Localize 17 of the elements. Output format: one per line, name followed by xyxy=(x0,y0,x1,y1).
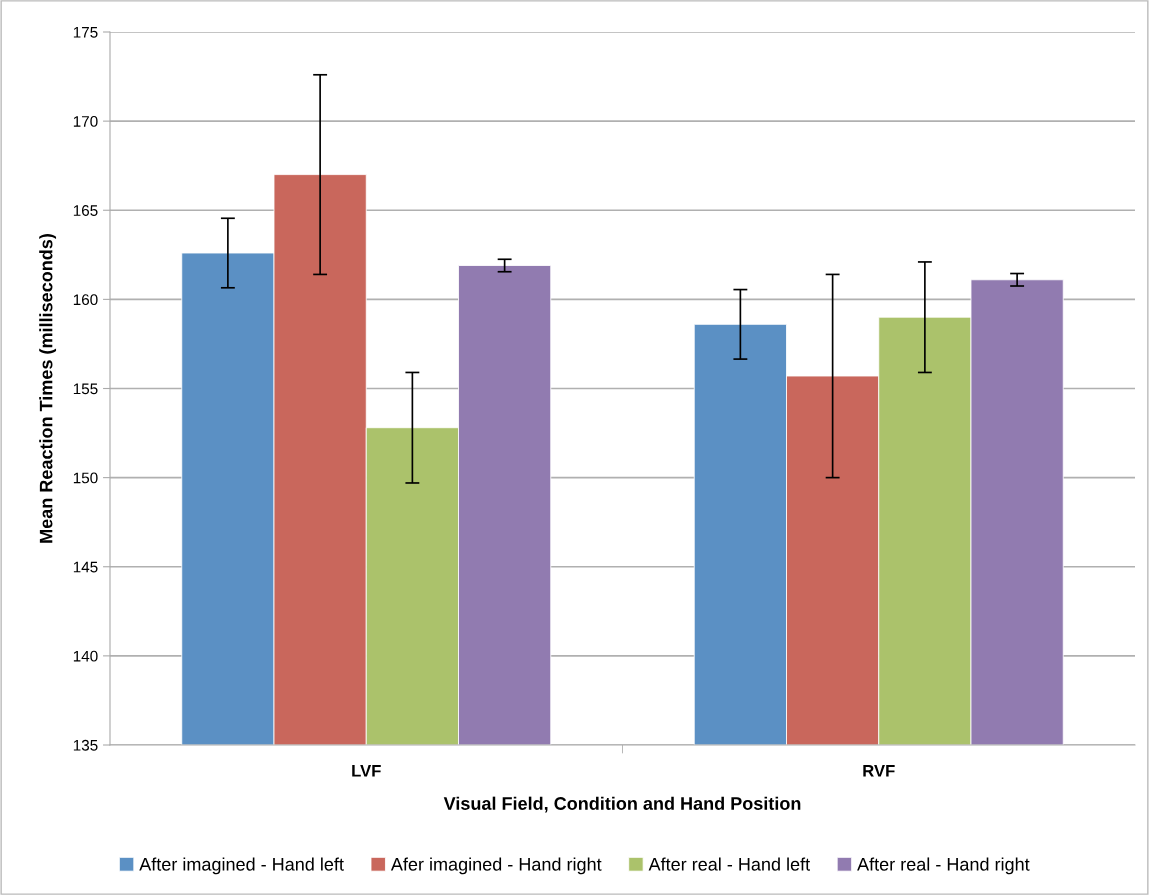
x-tick-label: LVF xyxy=(352,765,381,777)
y-tick-label: 170 xyxy=(73,115,98,127)
y-tick-label: 140 xyxy=(73,650,98,662)
legend-label: After real - Hand right xyxy=(857,857,1030,875)
y-tick-label: 150 xyxy=(73,472,98,484)
y-tick-label: 160 xyxy=(73,294,98,306)
x-axis-title: Visual Field, Condition and Hand Position xyxy=(443,796,801,813)
y-tick-label: 175 xyxy=(73,27,98,38)
y-axis-title: Mean Reaction Times (milliseconds) xyxy=(39,234,57,543)
y-tick-label: 145 xyxy=(73,561,98,573)
y-tick-label: 165 xyxy=(73,205,98,216)
legend-label: Afer imagined - Hand right xyxy=(390,857,602,875)
y-tick-label: 155 xyxy=(73,383,98,395)
y-tick-label: 135 xyxy=(73,739,98,751)
legend-label: After imagined - Hand left xyxy=(139,857,344,875)
x-tick-label: RVF xyxy=(863,765,895,777)
legend-label: After real - Hand left xyxy=(648,857,810,871)
